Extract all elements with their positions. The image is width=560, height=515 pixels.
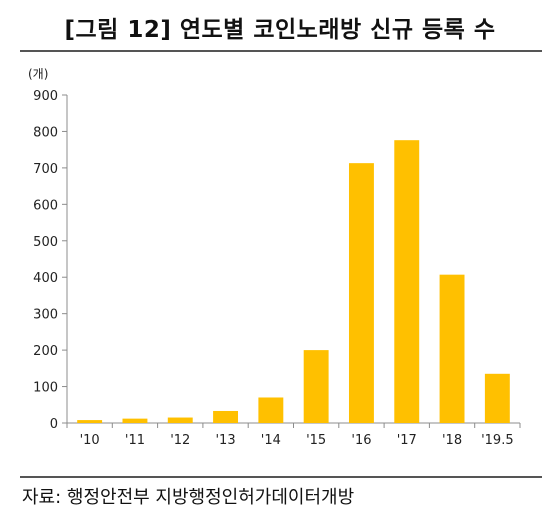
y-tick-label: 800 [33,125,58,140]
x-tick-label: '11 [125,433,145,448]
bar [394,140,420,424]
bar [258,397,284,423]
x-tick-label: '10 [80,433,100,448]
y-tick-label: 700 [33,162,58,177]
x-tick-label: '14 [261,433,281,448]
bar [167,417,193,423]
bar [484,373,510,423]
title-rule [20,50,542,52]
y-unit-label: (개) [28,67,48,81]
bar [213,410,239,423]
bar [122,418,148,423]
bar-chart: (개) 0 100 200 300 400 500 600 700 800 900 '10 '11 '12… [28,67,521,448]
x-tick-label: '12 [170,433,190,448]
x-tick-label: '19.5 [481,433,514,448]
bar [77,420,103,423]
y-tick-label: 600 [33,198,58,213]
source-rule [20,476,542,478]
y-tick-label: 900 [33,89,58,104]
x-tick-label: '15 [306,433,326,448]
source-note: 자료: 행정안전부 지방행정인허가데이터개방 [22,487,355,508]
x-tick-label: '13 [215,433,235,448]
y-tick-label: 400 [33,271,58,286]
y-tick-label: 0 [50,417,58,432]
bar [303,350,329,423]
y-tick-label: 200 [33,344,58,359]
y-tick-label: 300 [33,308,58,323]
bar [439,274,465,423]
x-tick-label: '18 [442,433,462,448]
bar [348,163,374,423]
x-tick-label: '16 [351,433,371,448]
chart-title: [그림 12] 연도별 코인노래방 신규 등록 수 [64,17,496,43]
y-tick-label: 100 [33,381,58,396]
x-tick-label: '17 [397,433,417,448]
y-tick-label: 500 [33,235,58,250]
